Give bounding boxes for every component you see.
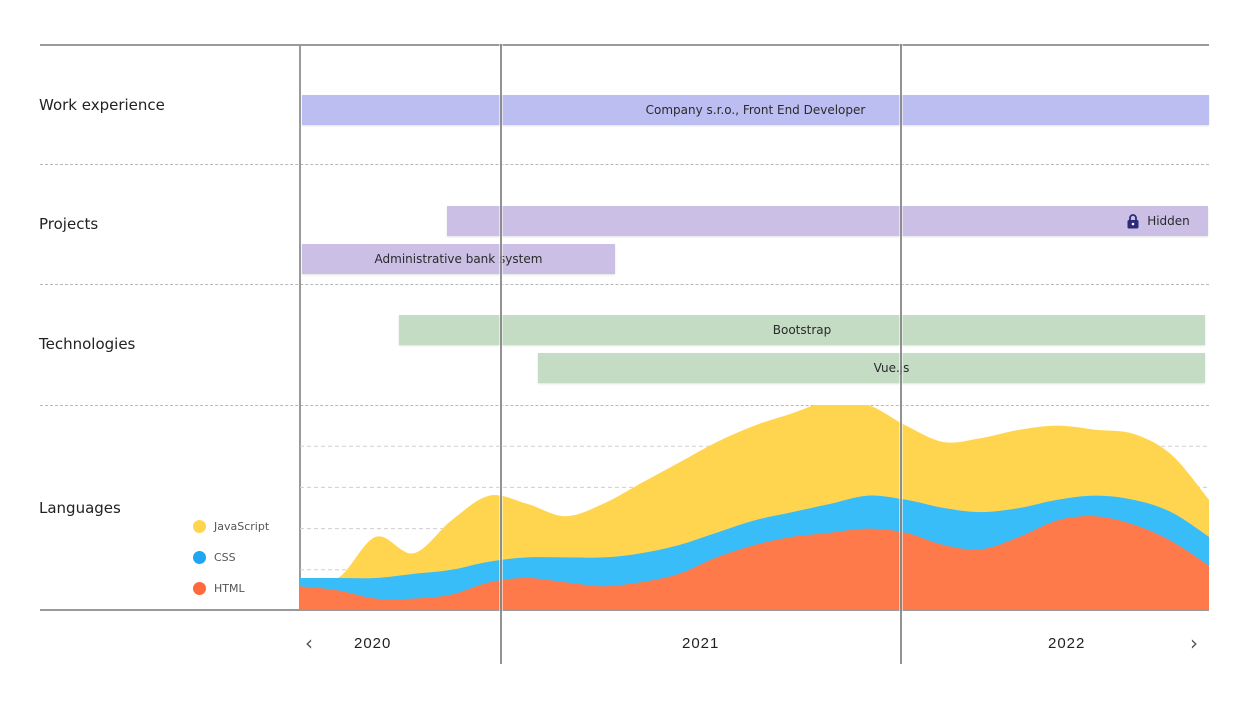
- legend-swatch: [193, 582, 206, 595]
- technology-bar-bootstrap[interactable]: Bootstrap: [399, 315, 1205, 345]
- row-divider: [40, 164, 1209, 165]
- project-bar-label: Administrative bank system: [375, 252, 543, 266]
- row-label-languages: Languages: [39, 499, 121, 517]
- row-label-technologies: Technologies: [39, 335, 135, 353]
- legend-item-css: CSS: [193, 551, 236, 564]
- legend-label: JavaScript: [214, 520, 269, 533]
- year-label-2022: 2022: [1048, 635, 1085, 652]
- project-bar-bank-system[interactable]: Administrative bank system: [302, 244, 615, 274]
- legend-item-html: HTML: [193, 582, 245, 595]
- year-divider-2022[interactable]: [899, 44, 903, 664]
- row-label-work-experience: Work experience: [39, 96, 165, 114]
- technology-bar-label: Vue.js: [874, 361, 910, 375]
- legend-swatch: [193, 551, 206, 564]
- project-bar-label: Hidden: [1147, 214, 1190, 228]
- chevron-left-icon[interactable]: ‹: [305, 631, 313, 655]
- chevron-right-icon[interactable]: ›: [1190, 631, 1198, 655]
- technology-bar-label: Bootstrap: [773, 323, 831, 337]
- lock-icon: [1125, 213, 1141, 229]
- row-label-projects: Projects: [39, 215, 98, 233]
- year-label-2021: 2021: [682, 635, 719, 652]
- legend-swatch: [193, 520, 206, 533]
- technology-bar-vuejs[interactable]: Vue.js: [538, 353, 1205, 383]
- year-divider-2021[interactable]: [499, 44, 503, 664]
- languages-area-chart: [300, 405, 1209, 611]
- legend-label: CSS: [214, 551, 236, 564]
- work-bar-label: Company s.r.o., Front End Developer: [646, 103, 866, 117]
- year-label-2020: 2020: [354, 635, 391, 652]
- legend-label: HTML: [214, 582, 245, 595]
- project-bar-hidden[interactable]: Hidden: [447, 206, 1208, 236]
- top-border: [40, 44, 1209, 46]
- row-divider: [40, 284, 1209, 285]
- chart-baseline: [40, 609, 1209, 611]
- work-bar-company[interactable]: Company s.r.o., Front End Developer: [302, 95, 1209, 125]
- legend-item-javascript: JavaScript: [193, 520, 269, 533]
